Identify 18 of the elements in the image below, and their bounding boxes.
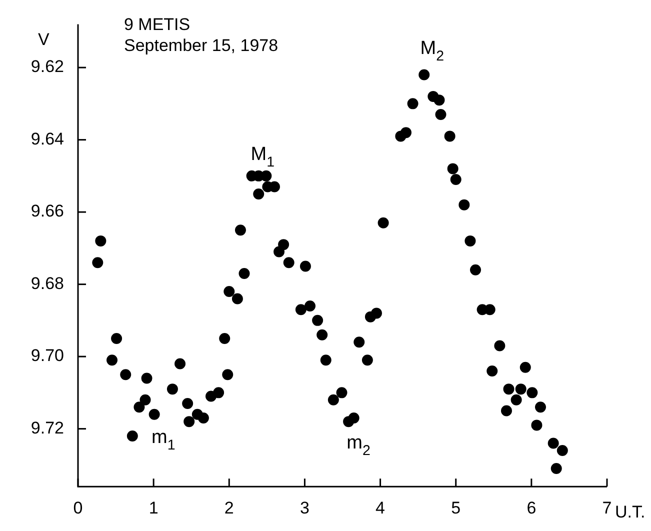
chart-title: 9 METIS [124,15,190,34]
x-tick-label: 2 [224,498,234,518]
y-tick-label: 9.66 [30,202,64,221]
y-tick-label: 9.72 [30,418,64,438]
x-tick-label: 1 [148,498,158,518]
y-axis-title: V [38,30,50,49]
y-tick-label: 9.64 [30,129,64,148]
y-tick-label: 9.70 [30,346,64,366]
x-tick-label: 4 [376,498,386,518]
x-tick-label: 6 [526,498,536,518]
text: September 15, 1978 [124,36,278,55]
x-tick-label: 5 [451,498,461,518]
x-axis-title: U.T. [615,502,646,522]
x-tick-label: 7 [602,498,612,518]
x-tick-label: 3 [300,498,310,518]
x-tick-label: 0 [73,498,83,518]
y-tick-label: 9.62 [30,57,64,76]
y-tick-label: 9.68 [30,274,64,293]
